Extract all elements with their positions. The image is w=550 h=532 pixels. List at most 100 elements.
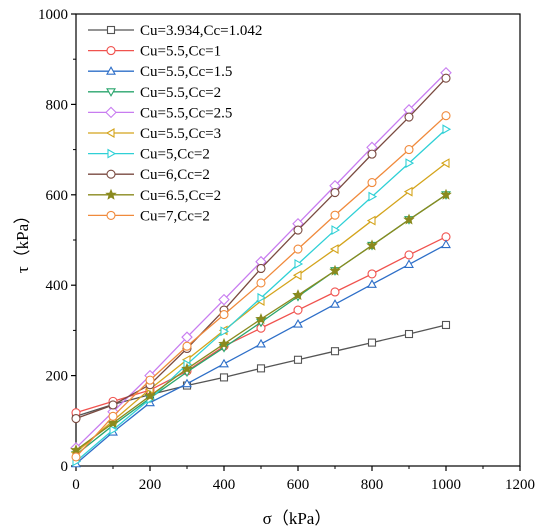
- data-point: [71, 413, 81, 424]
- axes: 0 200 400 600 800 1000 1200 0 200 400 600 800 1000: [38, 7, 535, 493]
- data-point: [367, 279, 377, 288]
- data-point: [182, 378, 192, 388]
- data-point: [293, 355, 303, 364]
- legend-label: Cu=5,Cc=2: [140, 147, 210, 163]
- data-point: [181, 362, 193, 374]
- data-point: [256, 338, 266, 348]
- data-point: [330, 210, 340, 220]
- legend-item: Cu=5.5,Cc=1.5: [88, 64, 232, 80]
- data-point: [366, 239, 378, 251]
- legend-marker: [105, 188, 117, 200]
- legend: Cu=3.934,Cc=1.042 Cu=5.5,Cc=1 Cu=5.5,Cc=1.…: [88, 23, 262, 224]
- series-3: [71, 239, 451, 468]
- legend-item: Cu=5.5,Cc=3: [88, 126, 221, 142]
- legend-item: Cu=6,Cc=2: [88, 167, 210, 183]
- series-1: [71, 320, 451, 421]
- data-point: [330, 347, 340, 356]
- data-point: [257, 292, 267, 303]
- data-point: [441, 239, 451, 249]
- y-tick-label: 400: [46, 278, 69, 294]
- x-tick-label: 600: [287, 477, 310, 493]
- data-point: [329, 264, 341, 276]
- legend-item: Cu=5.5,Cc=2.5: [88, 105, 232, 121]
- data-point: [366, 215, 376, 226]
- data-point: [108, 400, 118, 410]
- data-point: [441, 73, 451, 83]
- legend-marker: [106, 66, 116, 75]
- y-axis-title: τ（kPa）: [13, 207, 32, 273]
- x-tick-label: 1200: [505, 477, 535, 493]
- legend-marker: [106, 46, 116, 56]
- data-point: [292, 289, 304, 301]
- data-point: [330, 187, 340, 198]
- data-point: [404, 250, 414, 260]
- x-tick-label: 0: [72, 477, 80, 493]
- legend-item: Cu=5,Cc=2: [88, 147, 210, 163]
- data-point: [330, 299, 340, 308]
- y-tick-label: 0: [61, 459, 69, 475]
- series-line: [75, 243, 447, 465]
- data-point: [368, 191, 378, 202]
- x-tick-label: 800: [361, 477, 384, 493]
- data-point: [331, 225, 341, 236]
- y-tick-label: 200: [46, 369, 69, 385]
- series-9: [70, 188, 452, 456]
- data-point: [255, 313, 267, 324]
- data-point: [145, 375, 155, 385]
- y-tick-label: 600: [46, 188, 69, 204]
- legend-item: Cu=7,Cc=2: [88, 208, 210, 224]
- data-point: [440, 188, 452, 200]
- data-point: [218, 293, 230, 306]
- data-point: [404, 259, 414, 268]
- data-point: [292, 270, 302, 281]
- data-point: [219, 373, 229, 382]
- legend-marker: [105, 128, 115, 138]
- x-tick-label: 400: [213, 477, 236, 493]
- series-2: [71, 232, 451, 418]
- data-point: [182, 341, 192, 351]
- data-point: [294, 259, 304, 269]
- data-point: [256, 364, 266, 373]
- legend-marker: [106, 25, 116, 35]
- series-7: [72, 124, 452, 467]
- legend-marker: [106, 210, 116, 220]
- data-point: [108, 411, 118, 421]
- legend-marker: [105, 106, 117, 119]
- series-4: [71, 191, 451, 460]
- x-tick-label: 200: [139, 477, 162, 493]
- data-point: [404, 112, 414, 122]
- series-layer: [70, 66, 452, 468]
- legend-label: Cu=5.5,Cc=2: [140, 85, 221, 101]
- series-10: [71, 111, 451, 462]
- data-point: [441, 111, 451, 121]
- legend-marker: [106, 88, 116, 97]
- data-point: [219, 358, 229, 368]
- data-point: [441, 320, 451, 330]
- data-point: [367, 178, 377, 188]
- y-tick-label: 1000: [38, 7, 68, 23]
- legend-item: Cu=5.5,Cc=1: [88, 44, 221, 60]
- data-point: [403, 186, 413, 197]
- data-point: [220, 326, 230, 337]
- data-point: [218, 337, 230, 349]
- data-point: [405, 158, 415, 169]
- data-point: [144, 389, 156, 401]
- plot-frame: [75, 13, 521, 467]
- data-point: [256, 278, 266, 288]
- data-point: [219, 310, 229, 320]
- legend-label: Cu=5.5,Cc=1.5: [140, 64, 232, 80]
- legend-marker: [107, 148, 117, 159]
- data-point: [293, 305, 303, 315]
- data-point: [71, 452, 81, 462]
- data-point: [330, 287, 340, 297]
- data-point: [329, 244, 339, 254]
- legend-label: Cu=5.5,Cc=3: [140, 126, 221, 142]
- y-tick-label: 800: [46, 97, 69, 113]
- data-point: [367, 269, 377, 279]
- data-point: [440, 158, 450, 169]
- legend-item: Cu=3.934,Cc=1.042: [88, 23, 262, 39]
- legend-label: Cu=5.5,Cc=1: [140, 44, 221, 60]
- legend-label: Cu=5.5,Cc=2.5: [140, 105, 232, 121]
